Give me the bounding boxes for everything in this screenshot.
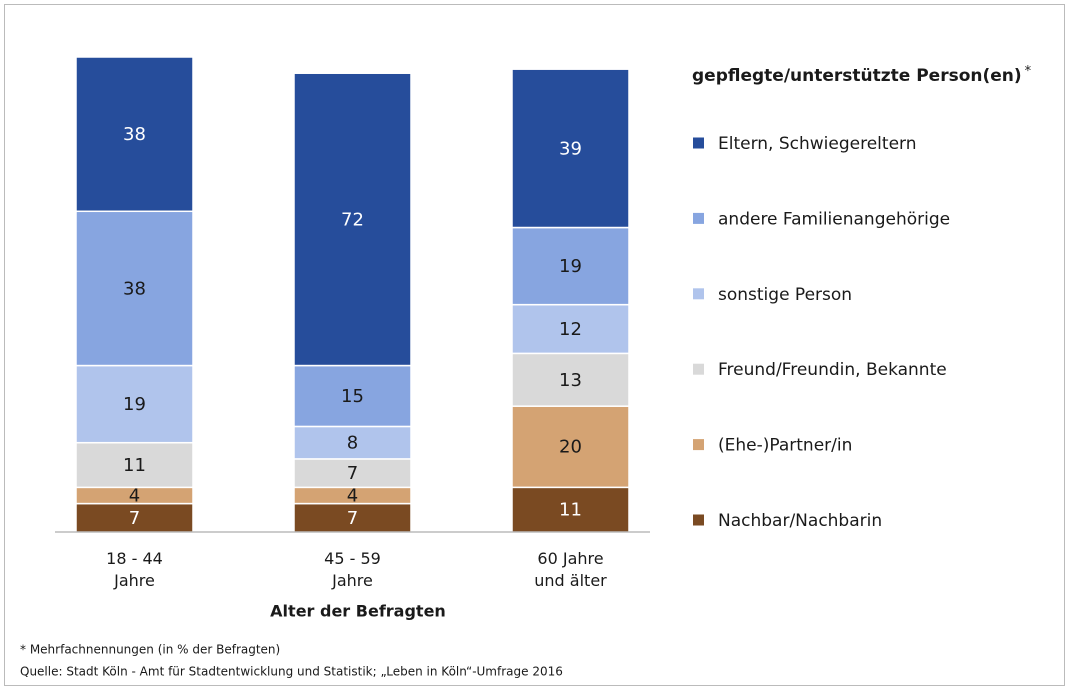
- value-label: 38: [123, 124, 146, 145]
- bar-segment: [511, 352, 630, 407]
- source: Quelle: Stadt Köln - Amt für Stadtentwic…: [20, 665, 563, 679]
- x-axis-label: Alter der Befragten: [270, 602, 446, 621]
- value-label: 7: [347, 508, 358, 529]
- bar-segment: [293, 364, 412, 428]
- bar-segment: [511, 486, 630, 533]
- legend-label: (Ehe-)Partner/in: [718, 436, 852, 456]
- bar-segment: [75, 56, 194, 213]
- footnote: * Mehrfachnennungen (in % der Befragten): [20, 643, 280, 657]
- legend-swatch: [693, 514, 704, 526]
- legend-label: Freund/Freundin, Bekannte: [718, 360, 947, 380]
- frame: [4, 4, 1065, 686]
- value-label: 20: [559, 437, 582, 458]
- bar-segment: [75, 210, 194, 367]
- value-label: 11: [559, 500, 582, 521]
- legend-label: Eltern, Schwiegereltern: [718, 134, 917, 154]
- x-tick-label: 18 - 44 Jahre: [106, 549, 163, 590]
- legend-title-mark: *: [1025, 64, 1032, 79]
- value-label: 11: [123, 455, 146, 476]
- value-label: 39: [559, 138, 582, 159]
- value-label: 8: [347, 433, 358, 454]
- value-label: 15: [341, 386, 364, 407]
- legend-title-text: gepflegte/unterstützte Person(en): [692, 66, 1022, 86]
- value-label: 19: [123, 394, 146, 415]
- value-label: 13: [559, 370, 582, 391]
- legend-label: Nachbar/Nachbarin: [718, 511, 882, 531]
- bar-segment: [511, 68, 630, 229]
- value-label: 4: [347, 485, 358, 506]
- legend-label: andere Familienangehörige: [718, 209, 950, 229]
- x-tick-label: 45 - 59 Jahre: [324, 549, 381, 590]
- legend-label: sonstige Person: [718, 285, 852, 305]
- legend-swatch: [693, 363, 704, 375]
- value-label: 7: [129, 508, 140, 529]
- bar-segment: [511, 303, 630, 355]
- legend-swatch: [693, 137, 704, 149]
- value-label: 38: [123, 278, 146, 299]
- legend-swatch: [693, 288, 704, 300]
- bar-segment: [293, 72, 412, 367]
- legend-swatch: [693, 212, 704, 224]
- value-label: 4: [129, 485, 140, 506]
- bar-segment: [293, 425, 412, 460]
- bar-segment: [511, 405, 630, 489]
- bar-segment: [511, 226, 630, 306]
- value-label: 19: [559, 256, 582, 277]
- value-label: 12: [559, 319, 582, 340]
- legend-title: gepflegte/unterstützte Person(en) *: [692, 64, 1032, 87]
- legend-swatch: [693, 439, 704, 451]
- x-tick-label: 60 Jahre und älter: [534, 549, 607, 590]
- value-label: 72: [341, 209, 364, 230]
- value-label: 7: [347, 463, 358, 484]
